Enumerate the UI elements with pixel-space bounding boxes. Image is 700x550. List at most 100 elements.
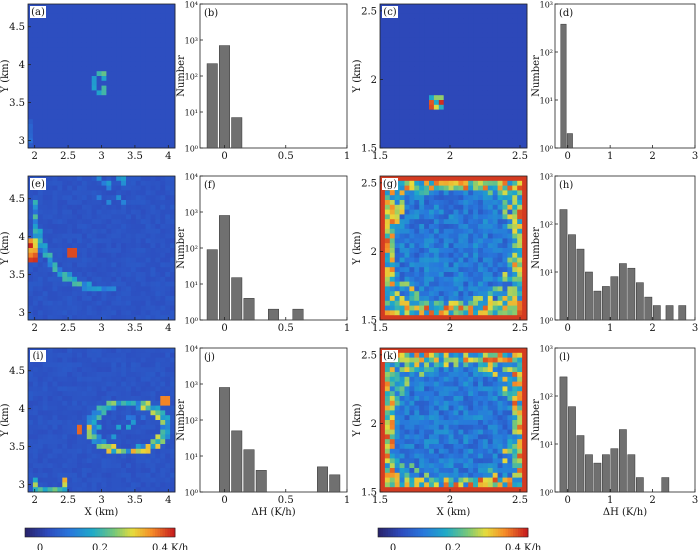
heatmap-cell-e — [86, 209, 93, 215]
heatmap-cell-i — [101, 391, 107, 397]
heatmap-cell-e — [150, 272, 156, 278]
heatmap-cell-c — [473, 18, 479, 24]
heatmap-cell-g — [497, 272, 503, 278]
heatmap-cell-c — [419, 23, 425, 29]
heatmap-cell-c — [502, 23, 508, 29]
heatmap-cell-c — [409, 42, 415, 48]
heatmap-cell-i — [135, 415, 142, 421]
heatmap-cell-c — [419, 109, 425, 115]
heatmap-cell-a — [121, 66, 127, 72]
heatmap-cell-a — [67, 42, 73, 48]
heatmap-cell-g — [482, 176, 489, 182]
heatmap-cell-k — [414, 487, 420, 493]
heatmap-cell-i — [116, 362, 122, 368]
heatmap-cell-c — [473, 143, 479, 149]
heatmap-cell-a — [150, 32, 156, 38]
heatmap-cell-a — [130, 119, 137, 125]
heatmap-cell-g — [448, 180, 454, 186]
panel-label: (a) — [31, 7, 45, 18]
heatmap-cell-i — [106, 420, 112, 426]
heatmap-cell-c — [448, 4, 454, 10]
heatmap-cell-a — [130, 95, 137, 101]
heatmap-cell-e — [160, 209, 166, 215]
heatmap-cell-a — [96, 100, 102, 106]
heatmap-cell-e — [52, 315, 58, 321]
heatmap-cell-e — [47, 310, 53, 316]
heatmap-cell-i — [91, 487, 97, 493]
heatmap-cell-c — [517, 8, 523, 14]
heatmap-cell-g — [448, 257, 454, 263]
heatmap-cell-g — [522, 296, 528, 302]
heatmap-cell-g — [478, 200, 484, 206]
heatmap-cell-i — [91, 352, 97, 358]
heatmap-cell-i — [67, 357, 73, 363]
heatmap-cell-g — [492, 310, 498, 316]
heatmap-cell-a — [140, 90, 146, 96]
heatmap-cell-a — [140, 143, 146, 149]
heatmap-cell-a — [145, 76, 151, 82]
heatmap-cell-g — [433, 296, 440, 302]
heatmap-cell-e — [37, 219, 44, 225]
histogram-bar — [635, 282, 644, 321]
heatmap-cell-c — [384, 42, 391, 48]
heatmap-cell-e — [160, 286, 166, 292]
heatmap-cell-a — [67, 85, 73, 91]
heatmap-cell-i — [111, 458, 117, 464]
heatmap-cell-i — [165, 357, 171, 363]
heatmap-cell-a — [96, 42, 102, 48]
heatmap-cell-c — [463, 37, 469, 43]
heatmap-cell-i — [130, 472, 137, 478]
heatmap-cell-e — [160, 219, 166, 225]
heatmap-cell-i — [116, 352, 122, 358]
heatmap-cell-e — [52, 310, 58, 316]
heatmap-cell-a — [130, 90, 137, 96]
heatmap-cell-c — [419, 95, 425, 101]
heatmap-cell-a — [28, 104, 34, 110]
heatmap-cell-i — [111, 448, 117, 454]
heatmap-cell-i — [32, 448, 39, 454]
heatmap-cell-e — [52, 300, 58, 306]
heatmap-cell-c — [473, 8, 479, 14]
heatmap-cell-a — [106, 52, 112, 58]
heatmap-cell-e — [77, 224, 83, 230]
heatmap-cell-e — [28, 190, 34, 196]
heatmap-cell-i — [47, 439, 53, 445]
heatmap-cell-a — [170, 47, 176, 53]
heatmap-cell-e — [126, 209, 132, 215]
heatmap-cell-c — [492, 42, 498, 48]
heatmap-cell-a — [67, 128, 73, 134]
heatmap-cell-a — [165, 100, 171, 106]
heatmap-cell-a — [130, 32, 137, 38]
heatmap-cell-k — [399, 386, 405, 392]
heatmap-cell-e — [145, 267, 151, 273]
heatmap-cell-e — [126, 238, 132, 244]
heatmap-cell-a — [130, 71, 137, 77]
heatmap-cell-e — [106, 286, 112, 292]
heatmap-cell-a — [37, 138, 44, 144]
heatmap-cell-a — [28, 138, 34, 144]
heatmap-cell-g — [424, 310, 430, 316]
heatmap-cell-i — [130, 487, 137, 493]
heatmap-cell-c — [458, 52, 464, 58]
heatmap-cell-g — [438, 248, 445, 254]
heatmap-cell-i — [96, 482, 102, 488]
heatmap-cell-c — [512, 32, 518, 38]
x-tick-label: 4 — [165, 151, 171, 162]
heatmap-cell-e — [106, 291, 112, 297]
heatmap-cell-i — [135, 348, 142, 354]
heatmap-cell-c — [512, 138, 518, 144]
heatmap-cell-g — [438, 281, 445, 287]
heatmap-cell-c — [438, 114, 445, 120]
heatmap-cell-k — [414, 434, 420, 440]
heatmap-cell-c — [389, 52, 396, 58]
heatmap-cell-e — [155, 267, 161, 273]
heatmap-cell-g — [384, 243, 391, 249]
heatmap-cell-e — [150, 204, 156, 210]
heatmap-cell-i — [126, 429, 132, 435]
heatmap-cell-e — [106, 224, 112, 230]
heatmap-cell-g — [507, 204, 513, 210]
heatmap-cell-e — [91, 209, 97, 215]
heatmap-cell-e — [72, 248, 78, 254]
heatmap-cell-a — [165, 13, 171, 19]
heatmap-cell-g — [512, 195, 518, 201]
